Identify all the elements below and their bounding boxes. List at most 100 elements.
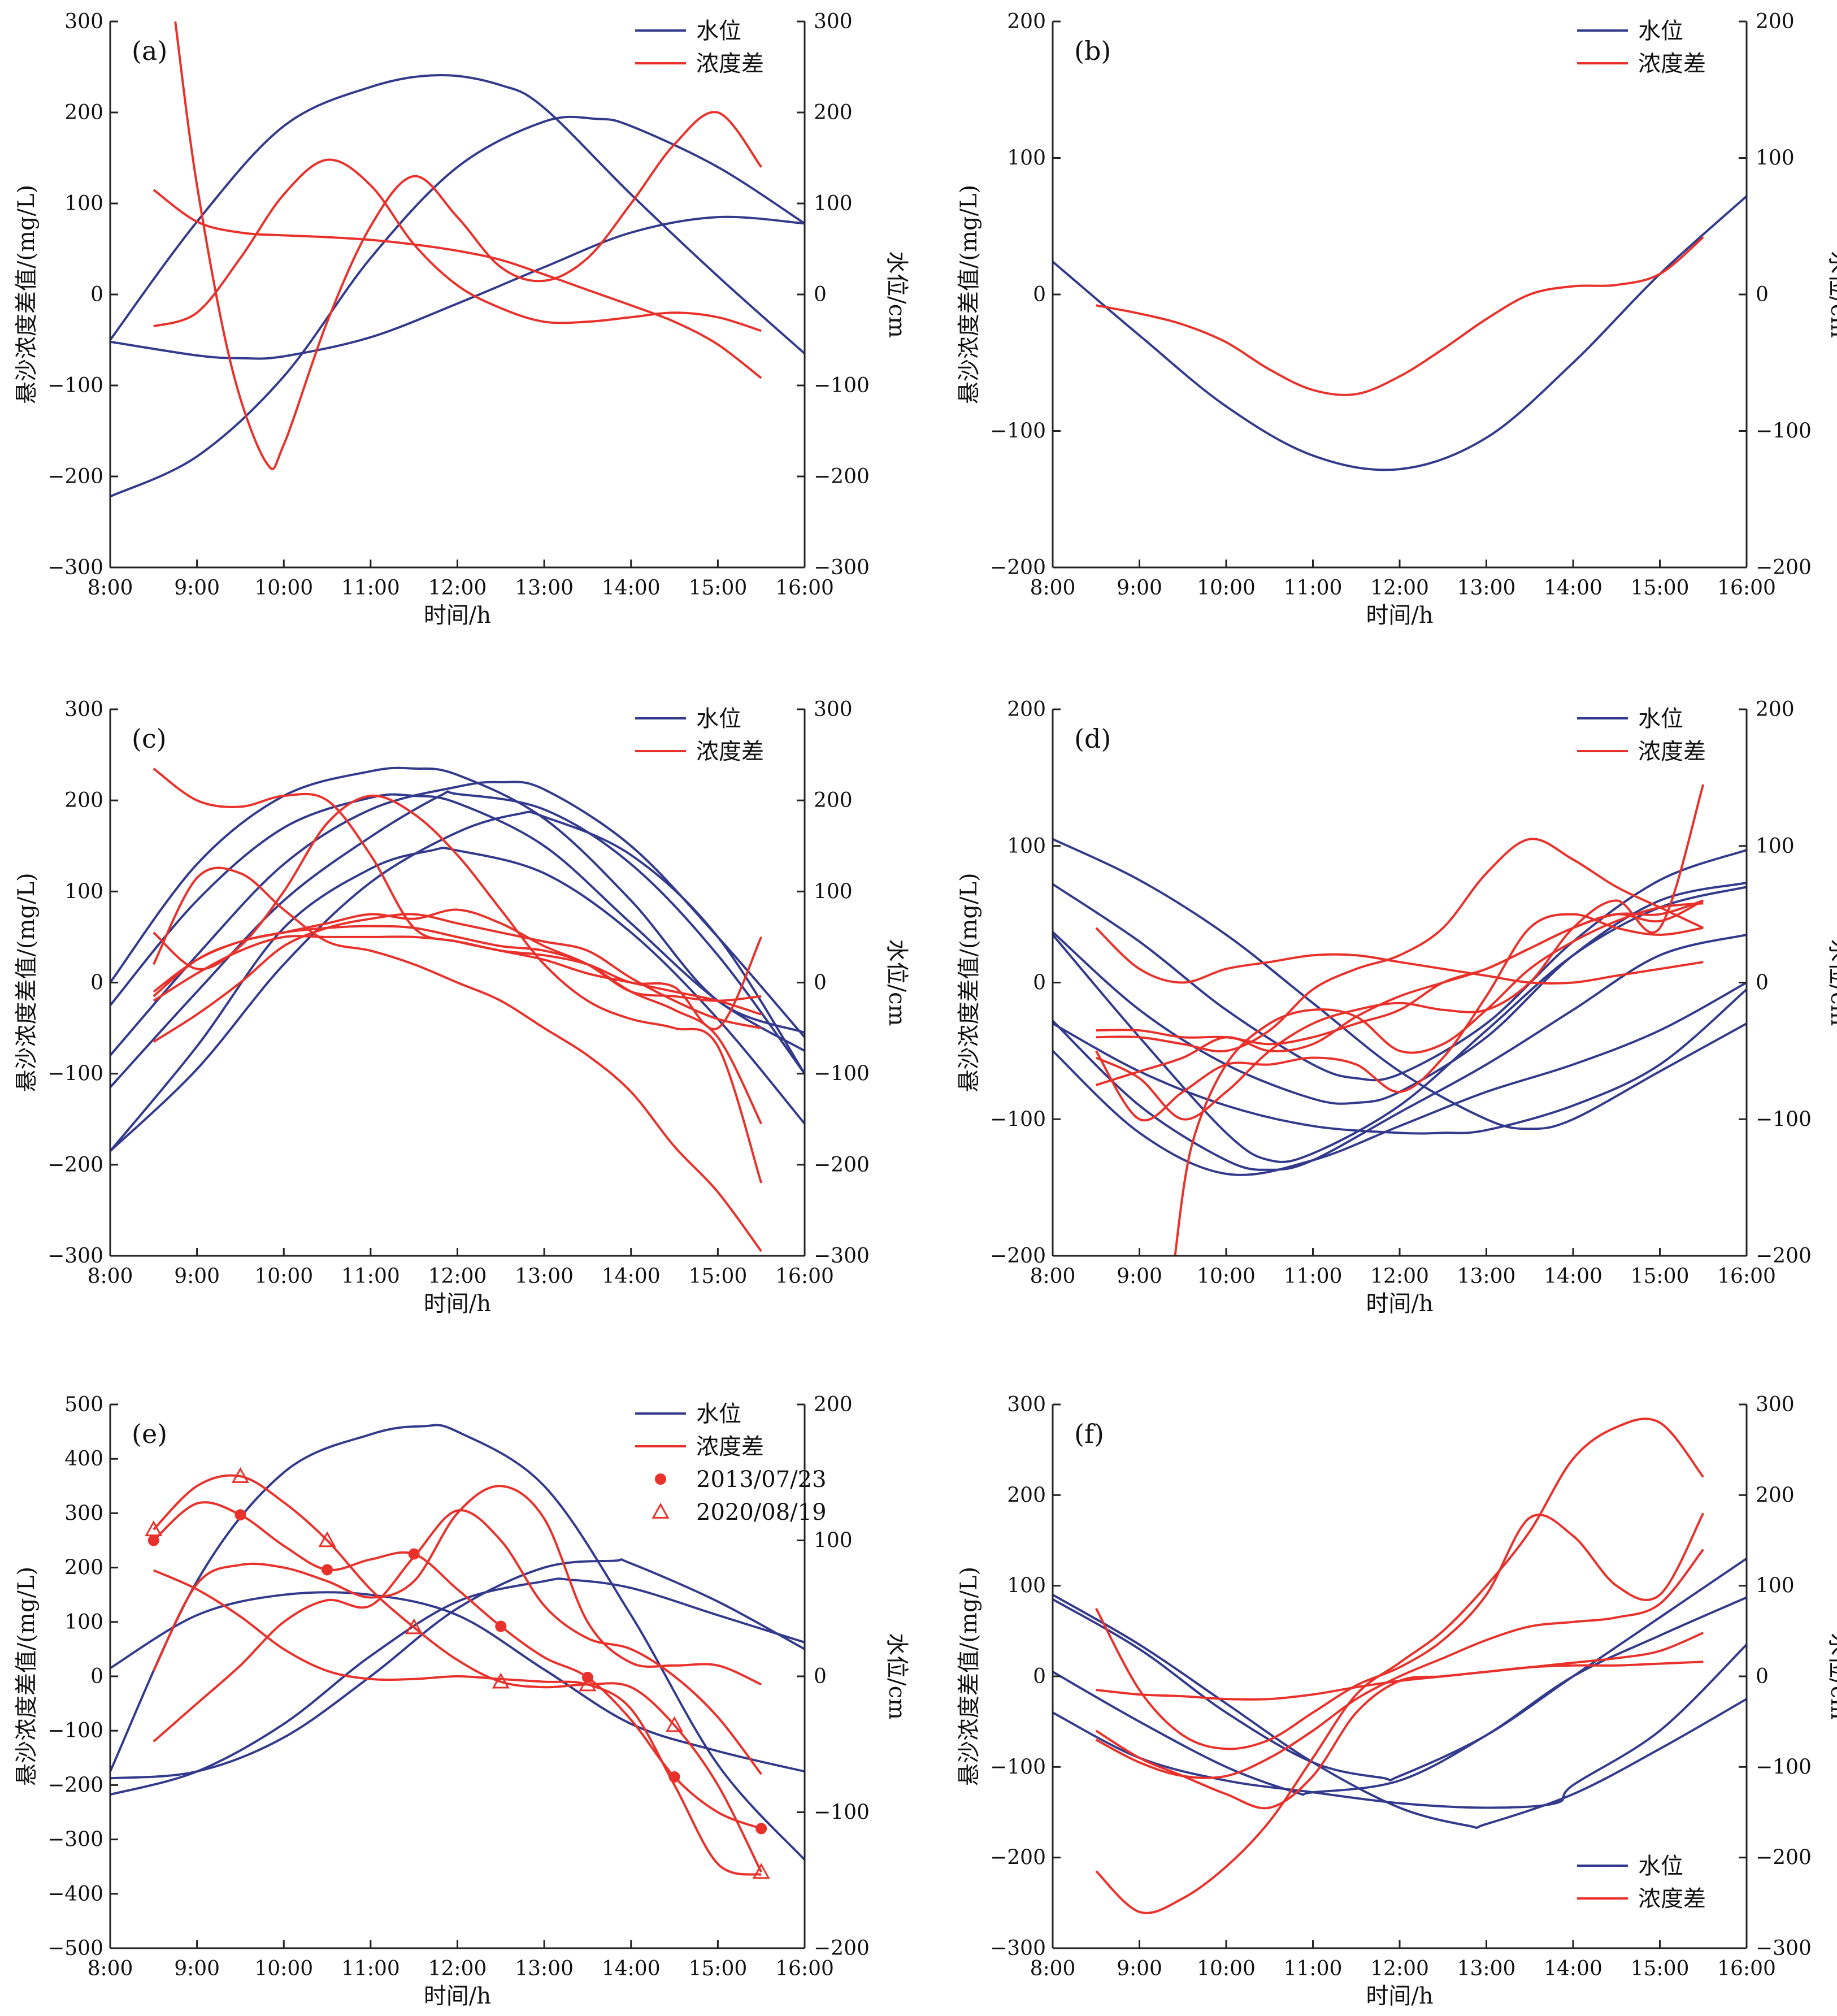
legend-label: 2020/08/19 bbox=[696, 1499, 827, 1525]
x-tick-label: 9:00 bbox=[1117, 1265, 1162, 1288]
x-tick-label: 13:00 bbox=[515, 576, 574, 600]
y-tick-label-right: −200 bbox=[814, 465, 870, 488]
y-tick-label-left: −500 bbox=[47, 1937, 103, 1960]
x-tick-label: 13:00 bbox=[1457, 576, 1516, 600]
y-axis-title-right: 水位/cm bbox=[1826, 939, 1837, 1026]
y-tick-label-left: 0 bbox=[90, 1665, 103, 1688]
y-tick-label-right: 200 bbox=[814, 101, 853, 124]
y-tick-label-left: −300 bbox=[47, 1245, 103, 1268]
concentration-diff-line-6 bbox=[1095, 1512, 1705, 1750]
y-tick-label-left: 200 bbox=[1007, 698, 1046, 721]
y-axis-title-right: 水位/cm bbox=[1826, 1633, 1837, 1720]
x-tick-label: 10:00 bbox=[1197, 1957, 1256, 1980]
y-axis-title-right: 水位/cm bbox=[884, 251, 910, 338]
concentration-diff-line-5 bbox=[1095, 1417, 1704, 1914]
x-tick-label: 10:00 bbox=[254, 1957, 313, 1980]
x-tick-label: 16:00 bbox=[775, 576, 834, 600]
water-level-line-1 bbox=[110, 1424, 805, 1861]
x-tick-label: 13:00 bbox=[1457, 1957, 1516, 1980]
legend-swatch-dot bbox=[655, 1473, 666, 1485]
panel-label: (b) bbox=[1074, 36, 1111, 66]
y-tick-label-left: 100 bbox=[64, 1611, 103, 1634]
concentration-diff-line-13 bbox=[1095, 913, 1704, 1122]
y-tick-label-right: 100 bbox=[814, 880, 853, 903]
y-tick-label-right: −300 bbox=[814, 1245, 870, 1268]
y-tick-label-right: −100 bbox=[814, 374, 870, 397]
legend-label: 水位 bbox=[696, 1401, 741, 1427]
water-level-line-2 bbox=[110, 115, 805, 498]
panel-label: (c) bbox=[132, 723, 167, 754]
x-tick-label: 11:00 bbox=[341, 576, 400, 600]
x-tick-label: 8:00 bbox=[88, 1957, 133, 1980]
concentration-diff-line-4 bbox=[174, 21, 762, 470]
y-tick-label-right: 200 bbox=[814, 1393, 853, 1416]
series-group bbox=[1053, 784, 1747, 1256]
legend-label: 浓度差 bbox=[696, 739, 764, 765]
y-tick-label-right: −100 bbox=[1756, 420, 1812, 443]
x-tick-label: 12:00 bbox=[428, 1265, 487, 1288]
concentration-diff-line-8 bbox=[1095, 927, 1704, 985]
x-axis-title: 时间/h bbox=[1366, 1983, 1433, 2009]
legend-label: 水位 bbox=[696, 18, 741, 44]
y-tick-label-left: 100 bbox=[1007, 1575, 1046, 1598]
water-level-line-2 bbox=[110, 793, 805, 1052]
y-tick-label-left: −100 bbox=[990, 420, 1046, 443]
legend-label: 浓度差 bbox=[696, 1434, 764, 1460]
y-tick-label-right: −100 bbox=[814, 1063, 870, 1086]
concentration-diff-line-7 bbox=[153, 1569, 762, 1876]
water-level-line-5 bbox=[1053, 933, 1747, 1171]
x-tick-label: 10:00 bbox=[254, 1265, 313, 1288]
concentration-diff-line-9 bbox=[1096, 838, 1704, 1053]
x-tick-label: 8:00 bbox=[88, 576, 133, 600]
x-axis-title: 时间/h bbox=[424, 1291, 491, 1317]
x-tick-label: 11:00 bbox=[1284, 1265, 1343, 1288]
y-tick-label-left: 100 bbox=[1007, 835, 1046, 858]
water-level-line-3 bbox=[1053, 1596, 1747, 1796]
y-tick-label-right: 100 bbox=[1756, 835, 1795, 858]
series-group bbox=[1053, 195, 1747, 471]
x-tick-label: 14:00 bbox=[602, 576, 661, 600]
water-level-line-6 bbox=[1053, 981, 1747, 1176]
water-level-line-1 bbox=[110, 766, 805, 1034]
x-tick-label: 16:00 bbox=[1717, 1265, 1776, 1288]
concentration-diff-line-13 bbox=[153, 935, 763, 1031]
concentration-diff-line-5 bbox=[153, 158, 762, 332]
water-level-line-4 bbox=[1053, 1644, 1747, 1809]
legend-label: 2013/07/23 bbox=[696, 1467, 827, 1493]
series-group bbox=[110, 1424, 805, 1879]
x-tick-label: 12:00 bbox=[1370, 1957, 1429, 1980]
data-point-triangle bbox=[666, 1716, 684, 1732]
concentration-diff-line-12 bbox=[153, 913, 762, 1043]
y-tick-label-right: 0 bbox=[814, 972, 827, 995]
concentration-diff-line-8 bbox=[153, 866, 762, 1252]
y-axis-title-right: 水位/cm bbox=[1826, 251, 1837, 338]
y-tick-label-left: −100 bbox=[47, 1719, 103, 1742]
y-tick-label-left: 200 bbox=[64, 101, 103, 124]
x-tick-label: 12:00 bbox=[428, 1957, 487, 1980]
y-tick-label-left: 0 bbox=[1033, 972, 1046, 995]
data-point-triangle bbox=[145, 1520, 163, 1537]
y-tick-label-left: −300 bbox=[47, 556, 103, 579]
concentration-diff-line-6 bbox=[153, 189, 762, 379]
y-tick-label-left: −100 bbox=[47, 374, 103, 397]
y-axis-title-left: 悬沙浓度差值/(mg/L) bbox=[956, 1567, 982, 1786]
water-level-line-2 bbox=[1053, 849, 1747, 1082]
y-tick-label-right: 0 bbox=[1756, 972, 1769, 995]
y-tick-label-right: −100 bbox=[1756, 1108, 1812, 1131]
legend-label: 浓度差 bbox=[1638, 1886, 1706, 1912]
water-level-line-6 bbox=[110, 810, 805, 1152]
y-tick-label-left: 300 bbox=[64, 10, 103, 33]
y-axis-title-right: 水位/cm bbox=[884, 939, 910, 1026]
x-axis-title: 时间/h bbox=[1366, 602, 1433, 628]
concentration-diff-line-9 bbox=[153, 1509, 762, 1775]
y-tick-label-left: −100 bbox=[990, 1755, 1046, 1779]
x-tick-label: 11:00 bbox=[341, 1957, 400, 1980]
concentration-diff-line-8 bbox=[153, 1485, 762, 1686]
y-tick-label-left: 100 bbox=[1007, 147, 1046, 170]
data-point-dot bbox=[495, 1620, 507, 1632]
x-tick-label: 8:00 bbox=[1030, 1957, 1076, 1980]
y-tick-label-right: 200 bbox=[1756, 698, 1795, 721]
y-tick-label-left: −200 bbox=[990, 1245, 1046, 1268]
legend-label: 水位 bbox=[1638, 1853, 1683, 1879]
